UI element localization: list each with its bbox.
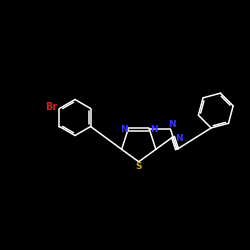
Text: N: N bbox=[120, 125, 128, 134]
Text: N: N bbox=[175, 134, 182, 142]
Text: Br: Br bbox=[45, 102, 58, 112]
Text: S: S bbox=[136, 162, 142, 171]
Text: N: N bbox=[168, 120, 175, 129]
Text: N: N bbox=[150, 125, 158, 134]
